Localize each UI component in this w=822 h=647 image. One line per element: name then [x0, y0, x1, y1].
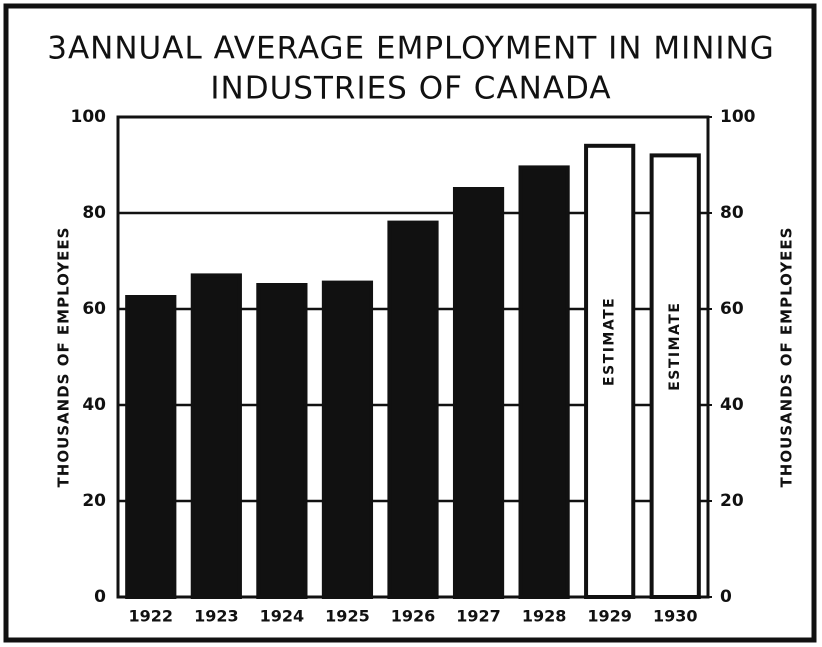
bar [321, 280, 374, 599]
x-tick-label: 1922 [129, 607, 174, 626]
y-tick-label: 20 [82, 491, 106, 511]
x-tick-label: 1925 [325, 607, 370, 626]
x-tick-label: 1929 [587, 607, 632, 626]
bar [387, 220, 439, 599]
y-tick-label: 40 [82, 395, 106, 415]
y2-tick-label: 80 [720, 203, 744, 223]
bar [452, 187, 505, 599]
bar [190, 273, 242, 599]
y2-axis-label: THOUSANDS OF EMPLOYEES [778, 227, 796, 488]
x-tick-label: 1930 [653, 607, 698, 626]
x-tick-label: 1928 [522, 607, 567, 626]
y2-tick-label: 0 [720, 587, 732, 607]
bar [256, 283, 308, 599]
y2-tick-label: 20 [720, 491, 744, 511]
y2-tick-label: 100 [720, 107, 756, 127]
y2-tick-label: 60 [720, 299, 744, 319]
x-tick-label: 1927 [456, 607, 501, 626]
bar [584, 143, 636, 600]
y-tick-label: 80 [82, 203, 106, 223]
bar [518, 165, 570, 599]
chart-title: INDUSTRIES OF CANADA [210, 71, 611, 107]
y-tick-label: 60 [82, 299, 106, 319]
x-tick-label: 1923 [194, 607, 239, 626]
y-tick-label: 0 [94, 587, 106, 607]
frame [3, 3, 817, 643]
y-tick-label: 100 [71, 107, 107, 127]
x-tick-label: 1926 [391, 607, 436, 626]
y-axis-label: THOUSANDS OF EMPLOYEES [55, 227, 73, 488]
bar [125, 295, 177, 599]
chart-title: 3ANNUAL AVERAGE EMPLOYMENT IN MINING [47, 31, 775, 67]
annotation: ESTIMATE [602, 297, 618, 386]
x-tick-label: 1924 [260, 607, 305, 626]
y2-tick-label: 40 [720, 395, 744, 415]
annotation: ESTIMATE [667, 302, 683, 391]
bar [649, 153, 701, 599]
